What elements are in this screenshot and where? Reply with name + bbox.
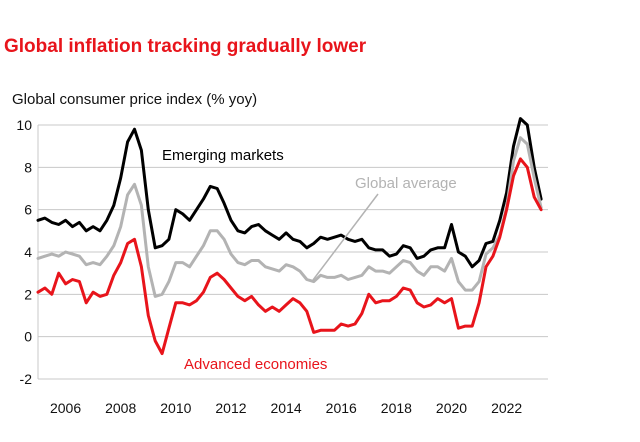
x-tick-label: 2018 <box>381 400 412 416</box>
x-tick-label: 2012 <box>215 400 246 416</box>
chart-title: Global inflation tracking gradually lowe… <box>4 36 367 57</box>
series-lines <box>36 117 543 356</box>
emerging-markets-line <box>36 117 543 269</box>
annotation-global-average: Global average <box>355 175 457 192</box>
y-tick-label: 8 <box>24 159 32 175</box>
y-tick-label: 2 <box>24 286 32 302</box>
x-tick-label: 2020 <box>436 400 467 416</box>
y-tick-label: 0 <box>24 329 32 345</box>
x-tick-label: 2016 <box>326 400 357 416</box>
annotation-emerging-markets: Emerging markets <box>162 147 284 164</box>
annotation-advanced-economies: Advanced economies <box>184 356 327 373</box>
x-tick-label: 2010 <box>160 400 191 416</box>
x-tick-label: 2008 <box>105 400 136 416</box>
y-tick-label: 10 <box>16 117 32 133</box>
y-tick-label: -2 <box>20 371 33 387</box>
advanced-economies-line <box>36 157 543 356</box>
global-average-line <box>36 136 543 298</box>
global-average-callout-line <box>312 193 379 281</box>
y-tick-label: 4 <box>24 244 32 260</box>
y-axis-label: Global consumer price index (% yoy) <box>12 91 258 108</box>
gridlines <box>37 124 548 380</box>
x-axis-ticks: 2006 2008 2010 2012 2014 2016 2018 2020 2022 <box>50 400 522 416</box>
x-tick-label: 2006 <box>50 400 81 416</box>
x-tick-label: 2014 <box>271 400 302 416</box>
x-tick-label: 2022 <box>491 400 522 416</box>
y-tick-label: 6 <box>24 202 32 218</box>
y-axis-ticks: 10 8 6 4 2 0 -2 <box>16 117 32 387</box>
